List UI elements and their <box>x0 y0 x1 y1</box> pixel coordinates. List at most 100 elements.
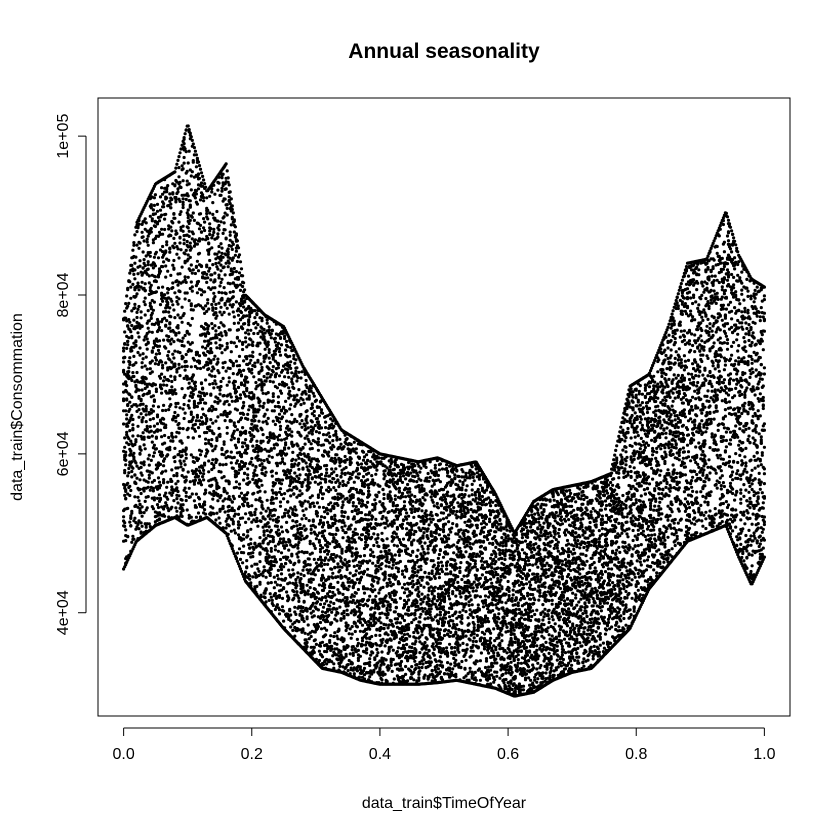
data-point <box>147 435 151 439</box>
data-point <box>137 388 141 392</box>
data-point <box>166 269 170 273</box>
data-point <box>174 435 178 439</box>
data-point <box>123 445 127 449</box>
data-point <box>278 353 283 357</box>
data-point <box>157 480 162 484</box>
data-point <box>155 209 160 213</box>
data-point <box>173 388 177 392</box>
data-point <box>130 336 134 340</box>
data-point <box>274 372 278 376</box>
data-point <box>131 466 135 470</box>
data-point <box>330 447 334 451</box>
data-point <box>218 509 222 513</box>
data-point <box>222 324 226 328</box>
data-point <box>229 450 233 454</box>
data-point <box>154 290 158 294</box>
data-point <box>162 478 166 482</box>
data-point <box>318 644 323 648</box>
data-point <box>309 527 313 532</box>
data-point <box>135 404 139 408</box>
data-point <box>142 258 146 262</box>
data-point <box>227 380 231 384</box>
data-point <box>288 389 292 393</box>
data-point <box>245 389 249 393</box>
data-point <box>254 498 258 502</box>
data-point <box>346 481 350 485</box>
data-point <box>138 259 142 263</box>
data-point <box>160 387 164 391</box>
data-point <box>177 431 181 435</box>
data-point <box>149 411 153 415</box>
data-point <box>217 516 221 520</box>
data-point <box>249 328 253 332</box>
data-point <box>224 292 228 296</box>
data-point <box>312 394 316 398</box>
data-point <box>285 383 289 387</box>
data-point <box>225 306 229 310</box>
data-point <box>187 332 191 336</box>
data-point <box>273 422 277 427</box>
data-point <box>172 340 176 344</box>
data-point <box>276 438 280 442</box>
data-point <box>176 326 180 330</box>
data-point <box>130 511 134 515</box>
data-point <box>201 237 205 241</box>
data-point <box>192 358 196 362</box>
data-point <box>181 197 185 201</box>
data-point <box>234 556 238 560</box>
data-point <box>191 232 195 236</box>
data-point <box>210 322 214 326</box>
data-point <box>236 277 241 281</box>
data-point <box>225 346 229 350</box>
data-point <box>299 577 303 581</box>
data-point <box>286 361 290 365</box>
data-point <box>204 414 208 418</box>
data-point <box>196 474 201 478</box>
data-point <box>293 634 297 638</box>
data-point <box>198 212 203 216</box>
data-point <box>138 264 142 268</box>
data-point <box>223 303 227 307</box>
data-point <box>315 600 319 604</box>
data-point <box>223 497 227 501</box>
data-point <box>272 446 276 450</box>
data-point <box>171 281 175 285</box>
data-point <box>143 364 147 368</box>
data-point <box>139 434 143 438</box>
data-point <box>244 438 248 442</box>
data-point <box>259 593 263 597</box>
data-point <box>136 307 140 311</box>
data-point <box>186 253 190 257</box>
data-point <box>133 442 137 447</box>
data-point <box>316 625 320 629</box>
data-point <box>193 478 197 482</box>
data-point <box>147 473 151 477</box>
data-point <box>197 251 202 255</box>
data-point <box>254 507 258 511</box>
data-point <box>202 468 206 472</box>
data-point <box>297 599 301 604</box>
data-point <box>253 364 257 369</box>
data-point <box>165 196 169 200</box>
data-point <box>284 540 288 544</box>
data-point <box>168 306 172 310</box>
data-point <box>253 309 257 313</box>
data-point <box>196 426 201 430</box>
data-point <box>252 491 256 495</box>
data-point <box>140 418 144 422</box>
data-point <box>183 147 187 151</box>
data-point <box>190 379 194 383</box>
data-point <box>178 199 182 203</box>
data-point <box>203 503 207 507</box>
data-point <box>201 193 205 197</box>
data-point <box>247 504 251 508</box>
data-point <box>315 470 319 474</box>
data-point <box>138 445 142 449</box>
data-point <box>167 310 171 314</box>
data-point <box>132 451 136 455</box>
data-point <box>204 454 208 458</box>
data-point <box>178 241 182 245</box>
data-point <box>203 327 207 331</box>
data-point <box>173 377 177 382</box>
